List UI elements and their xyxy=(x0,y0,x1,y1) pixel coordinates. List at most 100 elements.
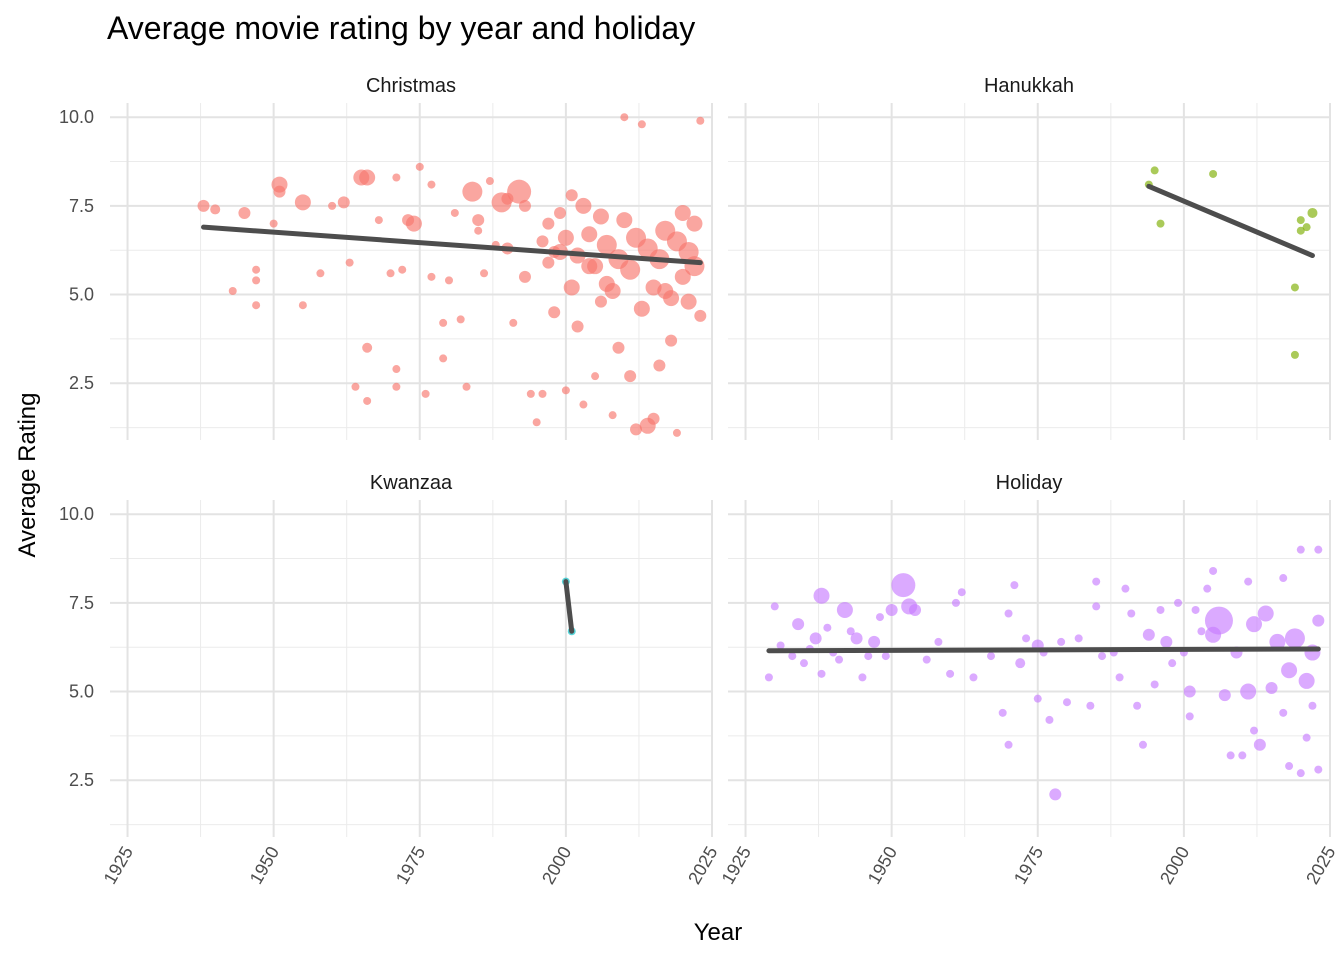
data-point xyxy=(1197,627,1206,636)
points xyxy=(197,113,707,437)
data-point xyxy=(1290,283,1299,292)
data-point xyxy=(1265,682,1278,695)
data-point xyxy=(604,283,621,300)
data-point xyxy=(1150,166,1159,175)
data-point xyxy=(764,673,773,682)
data-point xyxy=(1238,751,1247,760)
data-point xyxy=(328,201,337,210)
data-point xyxy=(1092,602,1101,611)
data-point xyxy=(770,602,779,611)
data-point xyxy=(1281,662,1298,679)
facet-strip-label: Kwanzaa xyxy=(370,472,453,494)
data-point xyxy=(1004,609,1013,618)
data-point xyxy=(1218,689,1231,702)
data-point xyxy=(1098,652,1107,661)
data-point xyxy=(362,342,373,353)
data-point xyxy=(1257,605,1274,622)
data-point xyxy=(809,632,822,645)
data-point xyxy=(1285,762,1294,771)
data-point xyxy=(594,295,607,308)
data-point xyxy=(1308,701,1317,710)
x-tick-label: 2000 xyxy=(538,843,575,888)
data-point xyxy=(969,673,978,682)
data-point xyxy=(1279,708,1288,717)
x-tick-label: 1975 xyxy=(1010,843,1047,888)
data-point xyxy=(1057,637,1066,646)
data-point xyxy=(596,234,617,255)
data-point xyxy=(1074,634,1083,643)
data-point xyxy=(858,673,867,682)
data-point xyxy=(1290,350,1299,359)
data-point xyxy=(526,389,535,398)
data-point xyxy=(363,396,372,405)
x-tick-label: 1950 xyxy=(246,843,283,888)
data-point xyxy=(1033,694,1042,703)
facet-panel-christmas: Christmas xyxy=(110,75,713,440)
data-point xyxy=(532,418,541,427)
data-point xyxy=(1296,769,1305,778)
data-point xyxy=(1062,698,1071,707)
data-point xyxy=(581,226,598,243)
data-point xyxy=(450,208,459,217)
data-point xyxy=(518,270,531,283)
data-point xyxy=(616,212,633,229)
data-point xyxy=(542,256,555,269)
x-tick-label: 1925 xyxy=(100,843,137,888)
data-point xyxy=(1045,715,1054,724)
data-point xyxy=(579,400,588,409)
data-point xyxy=(1250,726,1259,735)
data-point xyxy=(633,300,650,317)
data-point xyxy=(1121,584,1130,593)
data-point xyxy=(518,199,531,212)
data-point xyxy=(1302,733,1311,742)
data-point xyxy=(392,365,401,374)
data-point xyxy=(1253,738,1266,751)
data-point xyxy=(1183,685,1196,698)
data-point xyxy=(415,162,424,171)
data-point xyxy=(269,219,278,228)
data-point xyxy=(1209,566,1218,575)
data-point xyxy=(252,276,261,285)
y-tick-label: 7.5 xyxy=(69,593,94,613)
data-point xyxy=(891,573,916,598)
data-point xyxy=(1015,658,1026,669)
data-point xyxy=(674,204,691,221)
data-point xyxy=(210,204,221,215)
data-point xyxy=(653,359,666,372)
data-point xyxy=(608,411,617,420)
data-point xyxy=(252,301,261,310)
data-point xyxy=(620,113,629,122)
data-point xyxy=(868,635,881,648)
data-point xyxy=(374,216,383,225)
data-point xyxy=(957,588,966,597)
y-tick-label: 10.0 xyxy=(59,107,94,127)
data-point xyxy=(846,627,855,636)
data-point xyxy=(351,382,360,391)
data-point xyxy=(1115,673,1124,682)
data-point xyxy=(1092,577,1101,586)
data-point xyxy=(1296,545,1305,554)
data-point xyxy=(557,229,574,246)
data-point xyxy=(1168,659,1177,668)
data-point xyxy=(1138,740,1147,749)
data-point xyxy=(474,226,483,235)
data-point xyxy=(776,641,785,650)
data-point xyxy=(509,318,518,327)
grid xyxy=(728,500,1331,837)
data-point xyxy=(592,208,609,225)
y-axis-ticks: 2.5 5.0 7.5 10.0 2.5 5.0 7.5 10.0 xyxy=(59,107,94,790)
data-point xyxy=(836,601,853,618)
facet-panel-hanukkah: Hanukkah xyxy=(728,75,1331,440)
trend-line xyxy=(563,579,575,634)
y-axis-title: Average Rating xyxy=(14,393,41,558)
data-point xyxy=(864,652,873,661)
data-point xyxy=(462,382,471,391)
data-point xyxy=(909,603,922,616)
facet-strip-label: Christmas xyxy=(366,75,456,97)
data-point xyxy=(427,180,436,189)
data-point xyxy=(439,354,448,363)
data-point xyxy=(1296,216,1305,225)
data-point xyxy=(934,637,943,646)
data-point xyxy=(665,334,678,347)
